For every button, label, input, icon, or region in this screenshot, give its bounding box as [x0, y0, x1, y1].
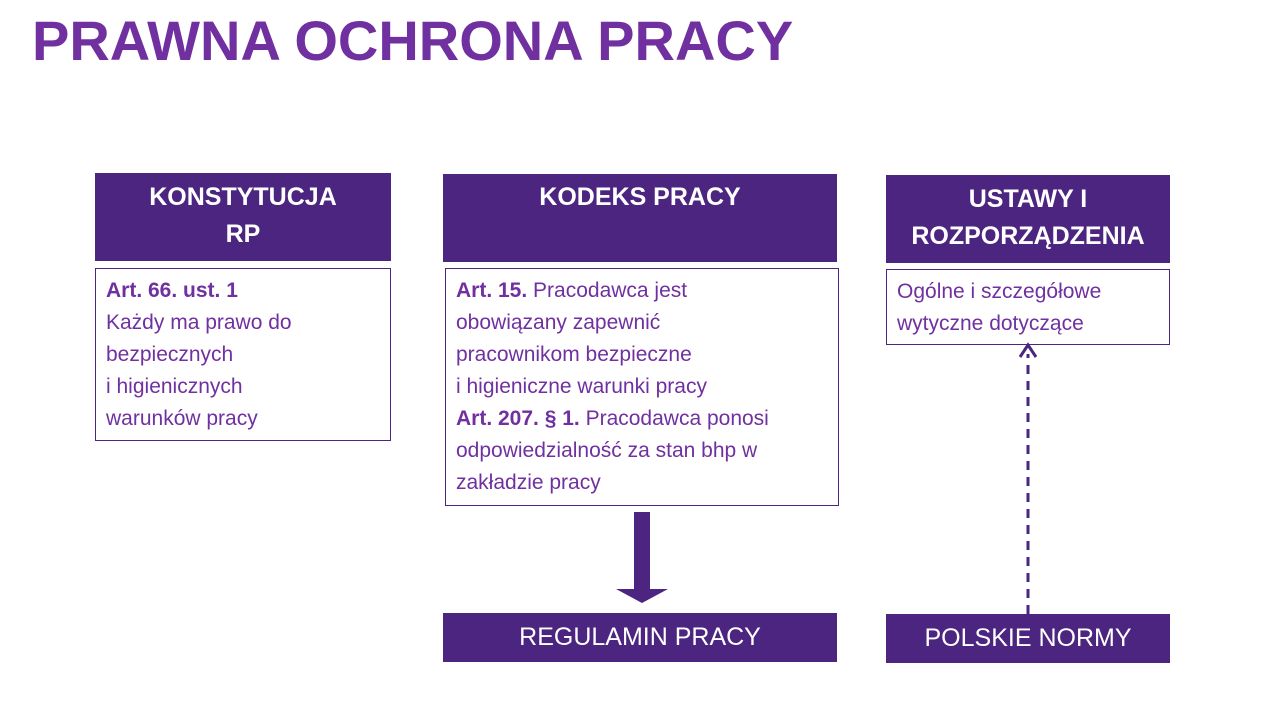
konstytucja-header-line-2: RP: [225, 220, 261, 248]
kodeks-line-6: odpowiedzialność za stan bhp w: [456, 439, 758, 462]
kodeks-line-1: Art. 15. Pracodawca jest: [456, 279, 688, 302]
ustawy-content: Ogólne i szczegółowe wytyczne dotyczące: [886, 269, 1170, 345]
kodeks-header: KODEKS PRACY: [443, 174, 837, 262]
konstytucja-line-4: i higienicznych: [106, 375, 243, 398]
konstytucja-line-3: bezpiecznych: [106, 343, 234, 366]
kodeks-line-7: zakładzie pracy: [456, 471, 601, 494]
konstytucja-line-5: warunków pracy: [106, 407, 258, 430]
konstytucja-content: Art. 66. ust. 1 Każdy ma prawo do bezpie…: [95, 268, 391, 441]
ustawy-line-1: Ogólne i szczegółowe: [897, 280, 1102, 303]
polskie-normy-box: POLSKIE NORMY: [886, 614, 1170, 663]
kodeks-line-2: obowiązany zapewnić: [456, 311, 661, 334]
konstytucja-header-line-1: KONSTYTUCJA: [149, 183, 337, 211]
ustawy-header: USTAWY I ROZPORZĄDZENIA: [886, 175, 1170, 263]
kodeks-line-5: Art. 207. § 1. Pracodawca ponosi: [456, 407, 769, 430]
page-title: PRAWNA OCHRONA PRACY: [32, 9, 794, 72]
regulamin-pracy-box: REGULAMIN PRACY: [443, 613, 837, 662]
dashed-up-arrow-icon: [1018, 342, 1038, 614]
regulamin-pracy-label: REGULAMIN PRACY: [519, 623, 761, 651]
kodeks-line-3: pracownikom bezpieczne: [456, 343, 692, 366]
polskie-normy-label: POLSKIE NORMY: [924, 624, 1132, 652]
kodeks-line-4: i higieniczne warunki pracy: [456, 375, 707, 398]
down-arrow-icon: [616, 512, 668, 603]
kodeks-header-line-1: KODEKS PRACY: [539, 183, 741, 211]
konstytucja-line-1: Art. 66. ust. 1: [106, 279, 238, 302]
konstytucja-line-2: Każdy ma prawo do: [106, 311, 292, 334]
ustawy-line-2: wytyczne dotyczące: [897, 312, 1084, 335]
ustawy-header-line-2: ROZPORZĄDZENIA: [911, 222, 1145, 250]
konstytucja-header: KONSTYTUCJA RP: [95, 173, 391, 261]
kodeks-content: Art. 15. Pracodawca jest obowiązany zape…: [445, 268, 839, 506]
ustawy-header-line-1: USTAWY I: [968, 185, 1088, 213]
